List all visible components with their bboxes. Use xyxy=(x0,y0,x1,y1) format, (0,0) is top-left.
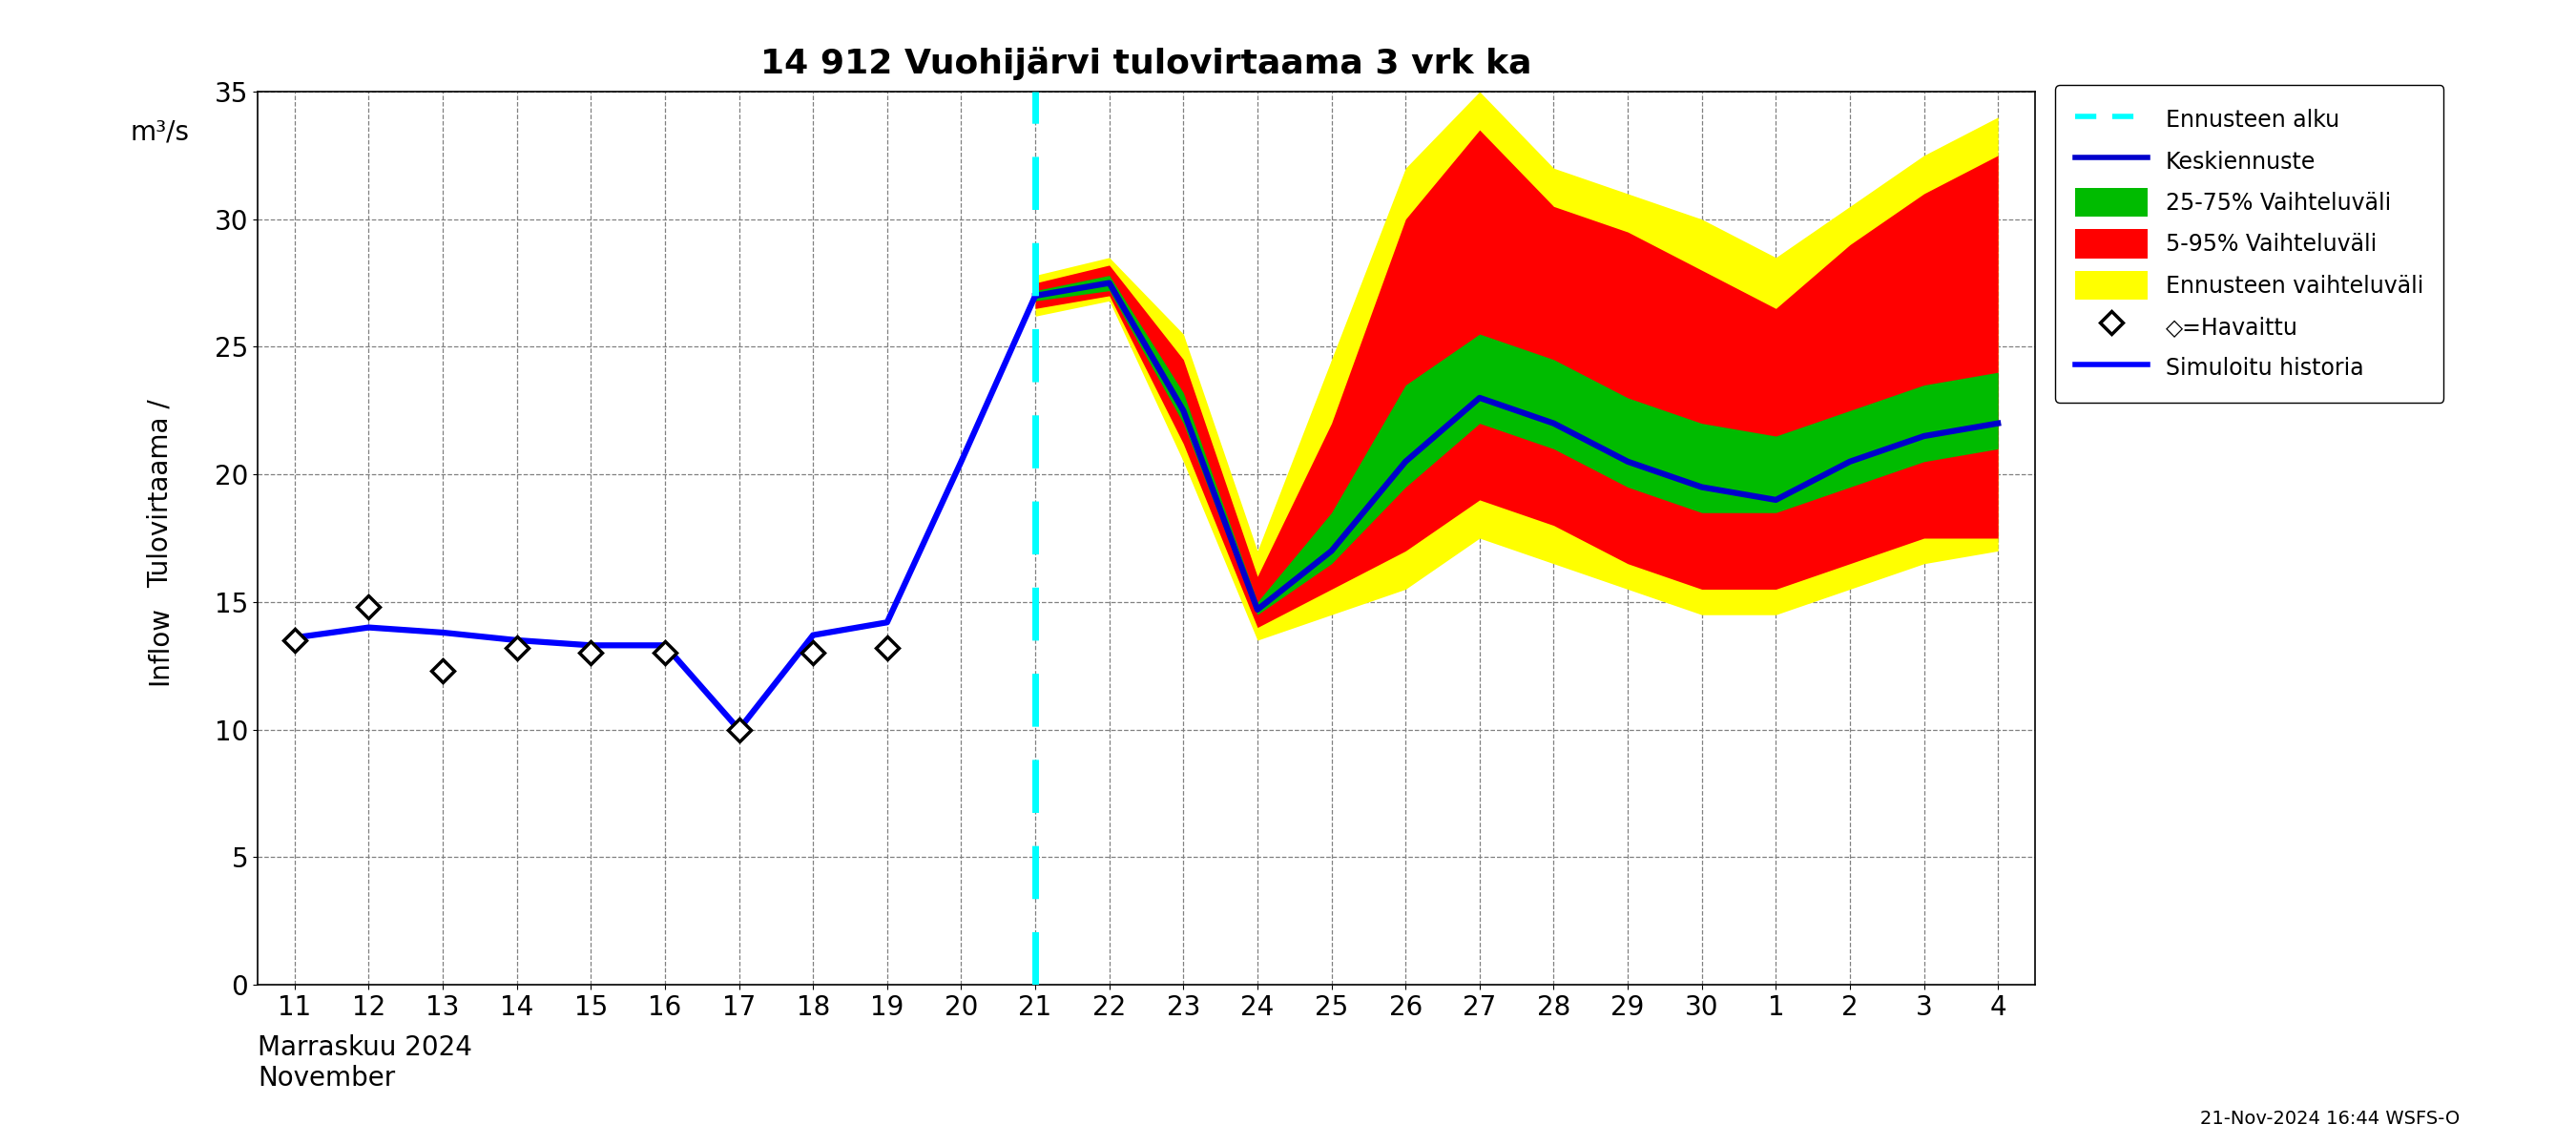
Text: Tulovirtaama /: Tulovirtaama / xyxy=(147,400,173,587)
Text: 21-Nov-2024 16:44 WSFS-O: 21-Nov-2024 16:44 WSFS-O xyxy=(2200,1110,2460,1128)
Legend: Ennusteen alku, Keskiennuste, 25-75% Vaihteluväli, 5-95% Vaihteluväli, Ennusteen: Ennusteen alku, Keskiennuste, 25-75% Vai… xyxy=(2056,85,2445,403)
Title: 14 912 Vuohijärvi tulovirtaama 3 vrk ka: 14 912 Vuohijärvi tulovirtaama 3 vrk ka xyxy=(760,46,1533,80)
Text: m³/s: m³/s xyxy=(131,118,191,145)
Text: Inflow: Inflow xyxy=(147,606,173,685)
X-axis label: Marraskuu 2024
November: Marraskuu 2024 November xyxy=(258,1034,471,1091)
